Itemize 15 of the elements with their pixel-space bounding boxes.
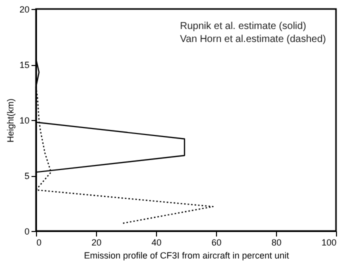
x-tick-label: 60 xyxy=(211,238,222,248)
x-tick-label: 80 xyxy=(271,238,282,248)
y-tick-label: 10 xyxy=(19,116,30,126)
x-tick-label: 20 xyxy=(91,238,102,248)
annotation: Van Horn et al.estimate (dashed) xyxy=(180,34,326,45)
x-tick-label: 0 xyxy=(36,238,42,248)
x-axis-title: Emission profile of CF3I from aircraft in percent unit xyxy=(84,250,290,260)
x-tick-label: 40 xyxy=(151,238,162,248)
y-tick-label: 0 xyxy=(24,226,30,236)
y-tick-label: 20 xyxy=(19,4,30,14)
y-axis-title: Height(km) xyxy=(5,98,16,143)
annotation: Rupnik et al. estimate (solid) xyxy=(180,21,306,32)
x-tick-label: 100 xyxy=(321,238,336,248)
y-tick-label: 5 xyxy=(24,171,30,181)
y-tick-label: 15 xyxy=(19,60,30,70)
